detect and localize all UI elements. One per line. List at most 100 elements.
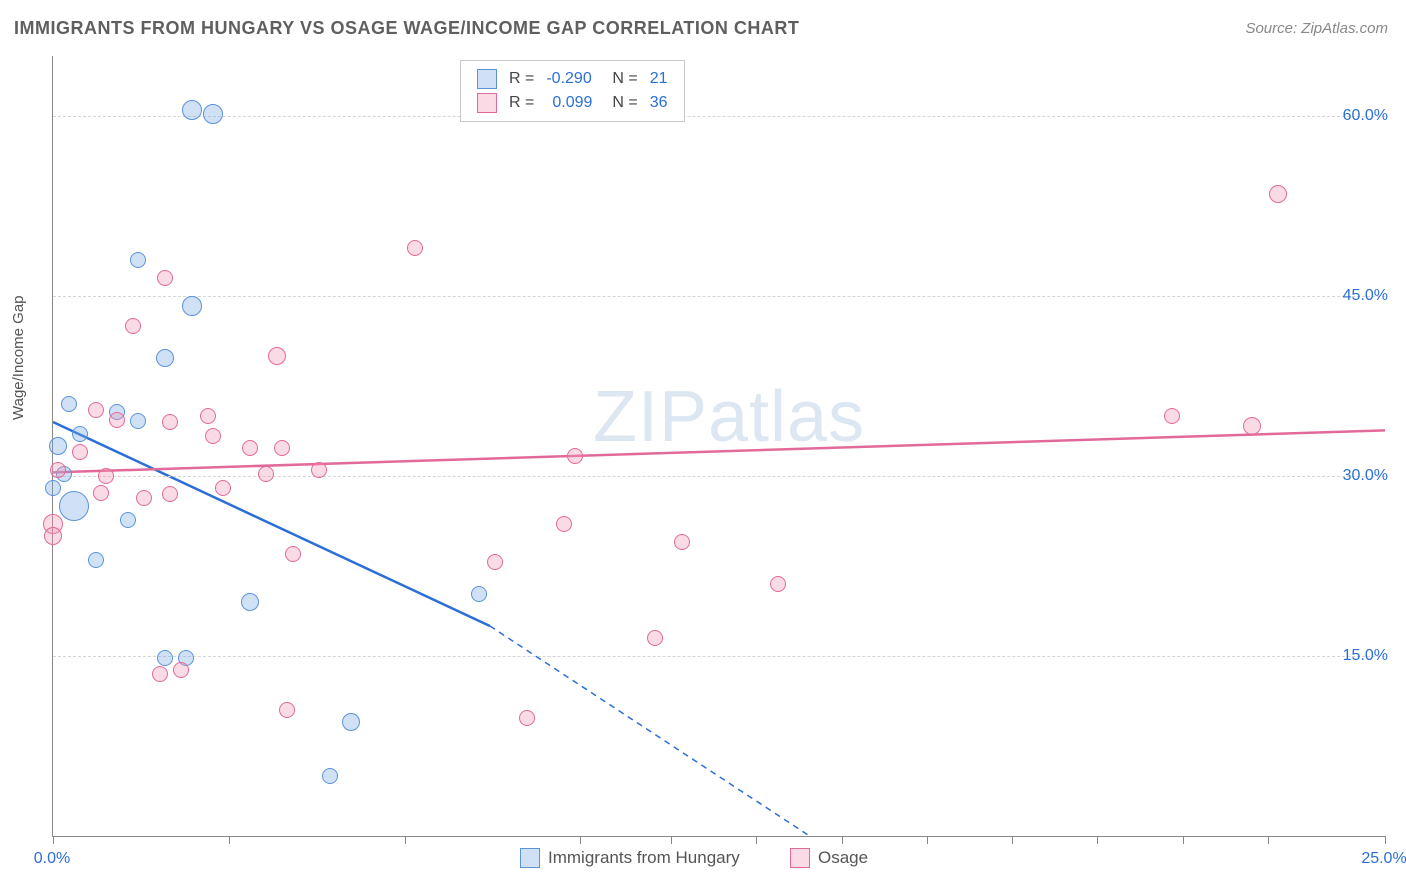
x-tick bbox=[842, 836, 843, 844]
data-point-osage bbox=[268, 347, 286, 365]
data-point-osage bbox=[279, 702, 295, 718]
data-point-osage bbox=[125, 318, 141, 334]
r-label: R = bbox=[503, 91, 540, 115]
data-point-osage bbox=[88, 402, 104, 418]
r-label: R = bbox=[503, 67, 540, 91]
data-point-osage bbox=[1164, 408, 1180, 424]
gridline-h bbox=[53, 476, 1385, 477]
data-point-osage bbox=[109, 412, 125, 428]
x-tick bbox=[1012, 836, 1013, 844]
r-value-osage: 0.099 bbox=[540, 91, 598, 115]
y-axis-label: Wage/Income Gap bbox=[10, 295, 27, 420]
y-tick-label: 45.0% bbox=[1343, 287, 1388, 305]
data-point-hungary bbox=[322, 768, 338, 784]
y-tick-label: 30.0% bbox=[1343, 467, 1388, 485]
x-tick bbox=[1097, 836, 1098, 844]
data-point-osage bbox=[93, 485, 109, 501]
swatch-osage bbox=[477, 93, 497, 113]
n-value-hungary: 21 bbox=[644, 67, 674, 91]
series-legend-hungary: Immigrants from Hungary bbox=[520, 848, 740, 868]
data-point-osage bbox=[567, 448, 583, 464]
data-point-osage bbox=[487, 554, 503, 570]
data-point-osage bbox=[50, 462, 66, 478]
data-point-hungary bbox=[182, 296, 202, 316]
legend-row-hungary: R = -0.290 N = 21 bbox=[471, 67, 674, 91]
watermark: ZIPatlas bbox=[593, 376, 865, 458]
data-point-osage bbox=[647, 630, 663, 646]
data-point-osage bbox=[72, 444, 88, 460]
data-point-hungary bbox=[61, 396, 77, 412]
series-label-hungary: Immigrants from Hungary bbox=[548, 848, 740, 868]
data-point-osage bbox=[407, 240, 423, 256]
data-point-osage bbox=[205, 428, 221, 444]
data-point-osage bbox=[770, 576, 786, 592]
data-point-osage bbox=[1243, 417, 1261, 435]
chart-container: IMMIGRANTS FROM HUNGARY VS OSAGE WAGE/IN… bbox=[0, 0, 1406, 892]
data-point-osage bbox=[44, 527, 62, 545]
data-point-osage bbox=[258, 466, 274, 482]
data-point-osage bbox=[200, 408, 216, 424]
x-tick bbox=[1268, 836, 1269, 844]
n-label: N = bbox=[598, 91, 643, 115]
swatch-hungary bbox=[520, 848, 540, 868]
data-point-osage bbox=[285, 546, 301, 562]
data-point-osage bbox=[136, 490, 152, 506]
chart-title: IMMIGRANTS FROM HUNGARY VS OSAGE WAGE/IN… bbox=[14, 18, 799, 39]
n-value-osage: 36 bbox=[644, 91, 674, 115]
data-point-osage bbox=[157, 270, 173, 286]
data-point-hungary bbox=[182, 100, 202, 120]
data-point-hungary bbox=[156, 349, 174, 367]
data-point-osage bbox=[215, 480, 231, 496]
data-point-osage bbox=[98, 468, 114, 484]
gridline-h bbox=[53, 116, 1385, 117]
x-tick bbox=[1183, 836, 1184, 844]
x-tick bbox=[405, 836, 406, 844]
x-tick bbox=[1385, 836, 1386, 844]
series-label-osage: Osage bbox=[818, 848, 868, 868]
x-tick bbox=[671, 836, 672, 844]
data-point-hungary bbox=[130, 252, 146, 268]
swatch-osage bbox=[790, 848, 810, 868]
source-attribution: Source: ZipAtlas.com bbox=[1245, 20, 1388, 37]
data-point-osage bbox=[556, 516, 572, 532]
data-point-osage bbox=[162, 414, 178, 430]
x-tick-label: 25.0% bbox=[1361, 850, 1406, 868]
data-point-hungary bbox=[49, 437, 67, 455]
y-tick-label: 15.0% bbox=[1343, 647, 1388, 665]
data-point-hungary bbox=[88, 552, 104, 568]
data-point-osage bbox=[274, 440, 290, 456]
data-point-osage bbox=[173, 662, 189, 678]
data-point-hungary bbox=[241, 593, 259, 611]
data-point-osage bbox=[152, 666, 168, 682]
plot-area: ZIPatlas bbox=[52, 56, 1385, 837]
data-point-osage bbox=[162, 486, 178, 502]
data-point-hungary bbox=[72, 426, 88, 442]
swatch-hungary bbox=[477, 69, 497, 89]
trendline-ext-hungary bbox=[490, 626, 810, 836]
x-tick-label: 0.0% bbox=[34, 850, 70, 868]
trendline-hungary bbox=[53, 422, 490, 626]
data-point-hungary bbox=[203, 104, 223, 124]
legend-row-osage: R = 0.099 N = 36 bbox=[471, 91, 674, 115]
gridline-h bbox=[53, 296, 1385, 297]
x-tick bbox=[53, 836, 54, 844]
data-point-hungary bbox=[45, 480, 61, 496]
data-point-hungary bbox=[59, 491, 89, 521]
data-point-hungary bbox=[471, 586, 487, 602]
x-tick bbox=[580, 836, 581, 844]
data-point-hungary bbox=[342, 713, 360, 731]
y-tick-label: 60.0% bbox=[1343, 107, 1388, 125]
gridline-h bbox=[53, 656, 1385, 657]
correlation-legend: R = -0.290 N = 21 R = 0.099 N = 36 bbox=[460, 60, 685, 122]
r-value-hungary: -0.290 bbox=[540, 67, 598, 91]
data-point-osage bbox=[242, 440, 258, 456]
data-point-osage bbox=[674, 534, 690, 550]
data-point-hungary bbox=[130, 413, 146, 429]
data-point-osage bbox=[1269, 185, 1287, 203]
n-label: N = bbox=[598, 67, 643, 91]
x-tick bbox=[756, 836, 757, 844]
data-point-hungary bbox=[120, 512, 136, 528]
data-point-osage bbox=[311, 462, 327, 478]
data-point-osage bbox=[519, 710, 535, 726]
data-point-hungary bbox=[157, 650, 173, 666]
